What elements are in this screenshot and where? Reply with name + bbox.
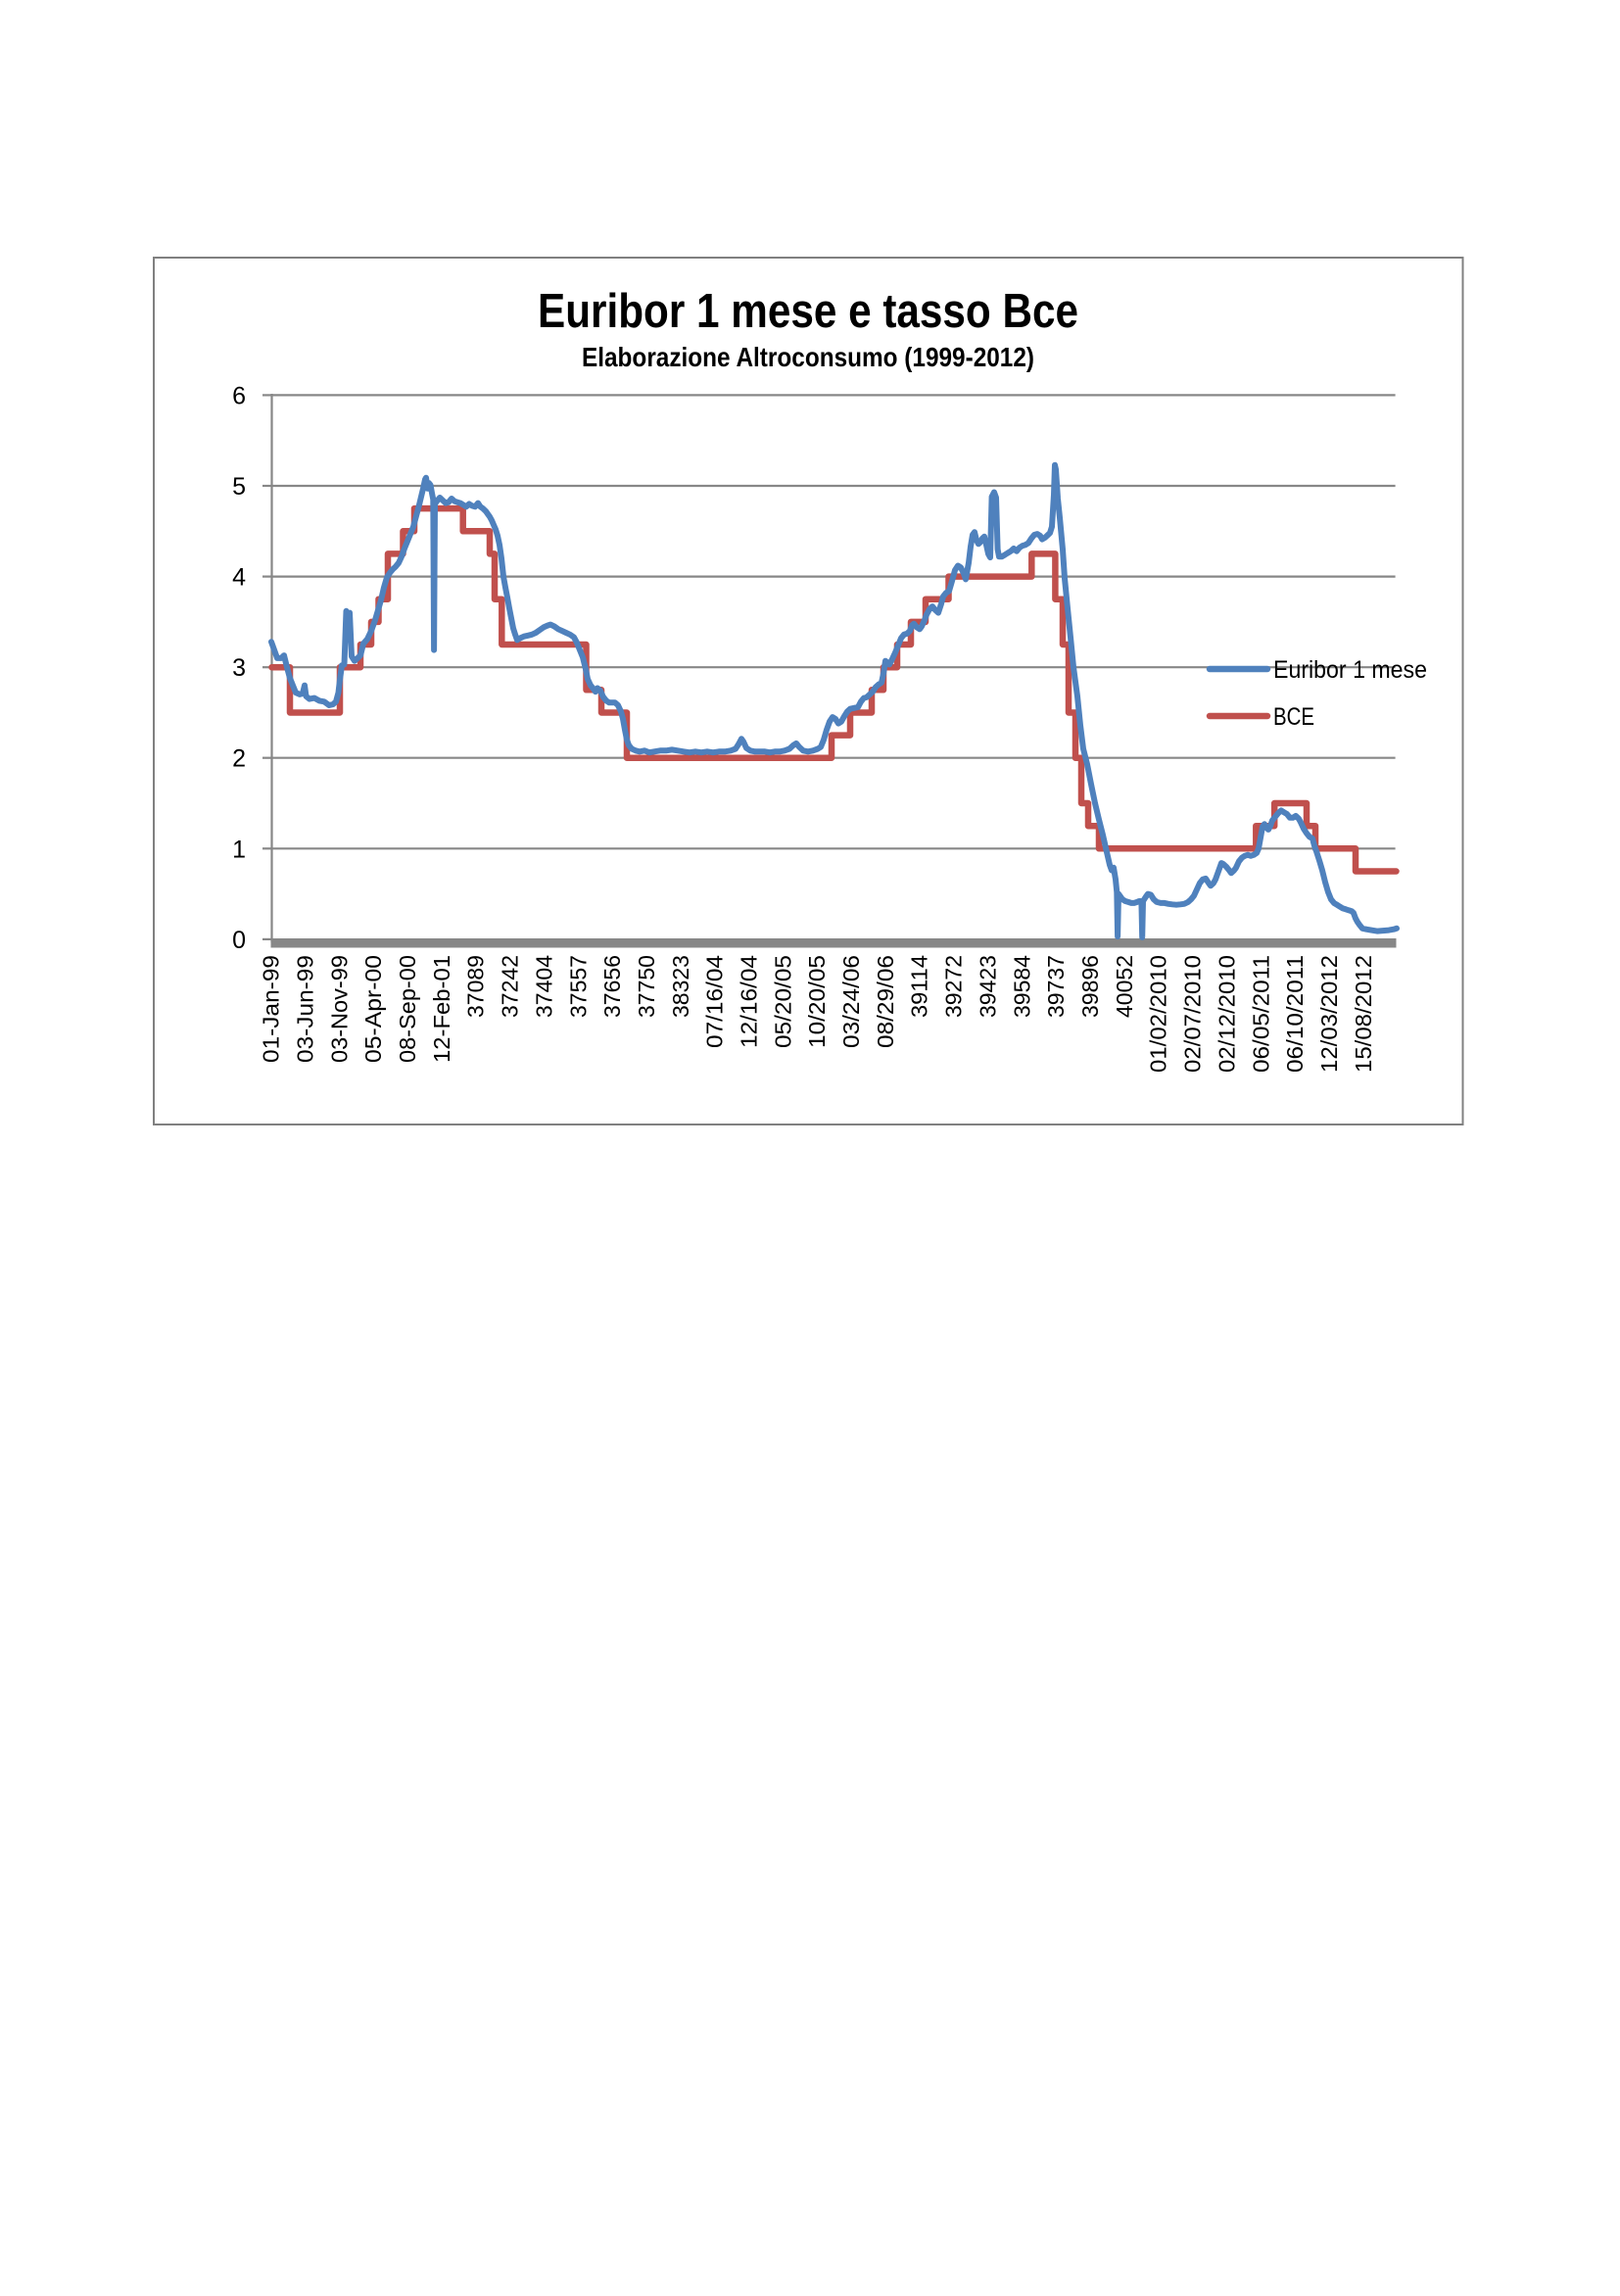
svg-text:0: 0	[232, 927, 246, 954]
svg-text:37557: 37557	[565, 955, 591, 1018]
svg-text:12-Feb-01: 12-Feb-01	[429, 955, 454, 1063]
svg-text:03/24/06: 03/24/06	[838, 955, 864, 1048]
svg-text:3: 3	[232, 654, 246, 682]
svg-text:37089: 37089	[463, 955, 489, 1018]
svg-text:BCE: BCE	[1273, 703, 1314, 731]
svg-text:06/05/2011: 06/05/2011	[1248, 955, 1273, 1073]
svg-text:37404: 37404	[531, 955, 556, 1018]
svg-text:37656: 37656	[599, 955, 625, 1018]
svg-text:01/02/2010: 01/02/2010	[1146, 955, 1171, 1073]
svg-text:39423: 39423	[975, 955, 1000, 1018]
svg-text:02/07/2010: 02/07/2010	[1180, 955, 1206, 1073]
svg-text:2: 2	[232, 745, 246, 773]
svg-text:08-Sep-00: 08-Sep-00	[395, 955, 420, 1063]
svg-text:39584: 39584	[1009, 955, 1034, 1018]
svg-text:05/20/05: 05/20/05	[770, 955, 795, 1048]
svg-text:05-Apr-00: 05-Apr-00	[360, 955, 386, 1063]
svg-text:10/20/05: 10/20/05	[804, 955, 830, 1048]
svg-text:39896: 39896	[1077, 955, 1103, 1018]
svg-text:6: 6	[232, 382, 246, 409]
svg-text:Euribor 1 mese: Euribor 1 mese	[1273, 656, 1427, 684]
svg-text:12/16/04: 12/16/04	[736, 955, 761, 1048]
svg-text:39272: 39272	[941, 955, 967, 1018]
svg-text:40052: 40052	[1112, 955, 1137, 1018]
svg-text:4: 4	[232, 564, 246, 592]
svg-text:37750: 37750	[634, 955, 659, 1018]
svg-text:Elaborazione Altroconsumo (199: Elaborazione Altroconsumo (1999-2012)	[582, 342, 1034, 372]
svg-text:5: 5	[232, 473, 246, 501]
svg-text:07/16/04: 07/16/04	[702, 955, 728, 1048]
svg-text:15/08/2012: 15/08/2012	[1351, 955, 1376, 1073]
svg-text:08/29/06: 08/29/06	[873, 955, 898, 1048]
svg-text:12/03/2012: 12/03/2012	[1316, 955, 1342, 1073]
svg-text:01-Jan-99: 01-Jan-99	[259, 955, 284, 1063]
svg-text:02/12/2010: 02/12/2010	[1214, 955, 1239, 1073]
svg-text:39737: 39737	[1043, 955, 1069, 1018]
svg-text:1: 1	[232, 836, 246, 863]
svg-text:37242: 37242	[498, 955, 523, 1018]
svg-text:03-Nov-99: 03-Nov-99	[326, 955, 352, 1063]
svg-text:38323: 38323	[668, 955, 693, 1018]
svg-text:06/10/2011: 06/10/2011	[1282, 955, 1308, 1073]
svg-text:03-Jun-99: 03-Jun-99	[292, 955, 317, 1063]
svg-text:39114: 39114	[907, 955, 932, 1018]
svg-text:Euribor 1 mese e tasso Bce: Euribor 1 mese e tasso Bce	[538, 285, 1078, 338]
